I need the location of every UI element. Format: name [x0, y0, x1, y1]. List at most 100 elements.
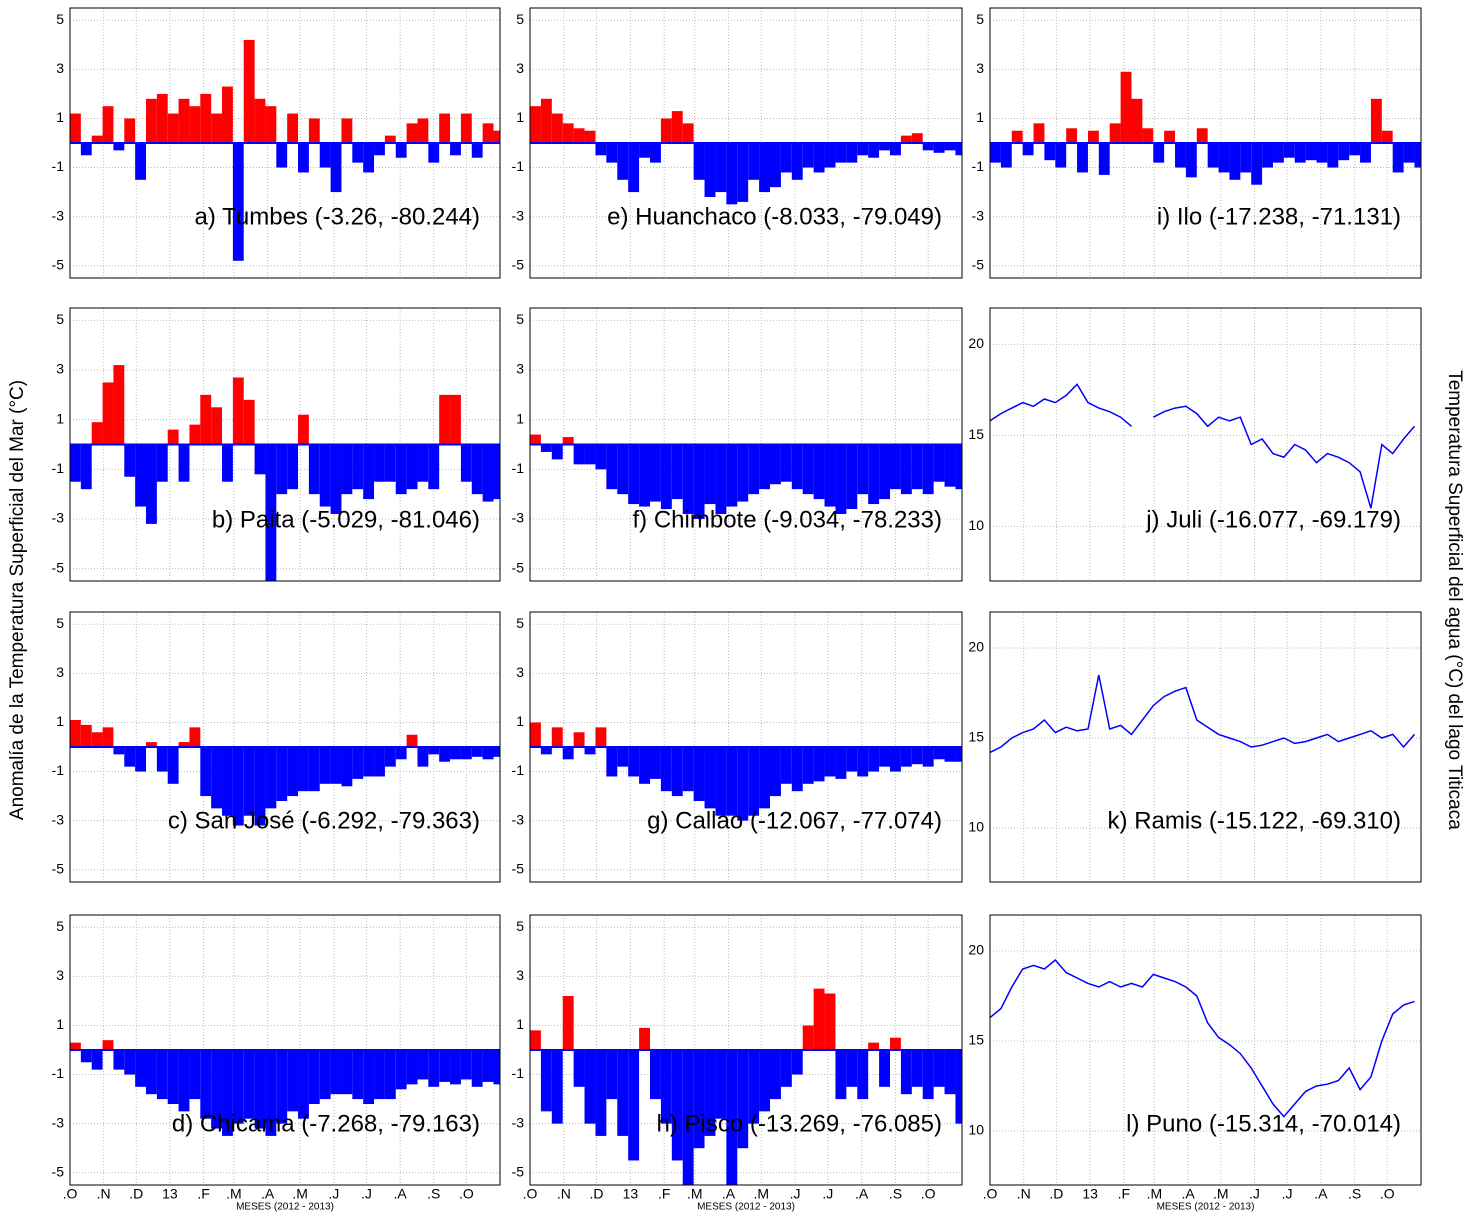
bar	[1077, 143, 1088, 173]
y-tick-label: -3	[52, 811, 65, 827]
bar	[890, 747, 901, 772]
annotation: l) Puno (-15.314, -70.014)	[1126, 1110, 1401, 1137]
y-tick-label: -3	[52, 510, 65, 526]
bar	[243, 399, 255, 445]
y-tick-label: -1	[512, 460, 525, 476]
bar	[428, 1050, 440, 1087]
bar	[232, 747, 244, 826]
bar	[102, 1040, 114, 1050]
bar	[1327, 143, 1339, 168]
bar	[211, 747, 223, 809]
bar	[406, 734, 418, 747]
bar	[265, 106, 277, 143]
x-tick-label: .F	[658, 1186, 670, 1202]
annotation: g) Callao (-12.067, -77.074)	[647, 807, 942, 834]
bar	[417, 1050, 429, 1080]
bar	[857, 1050, 869, 1100]
bar	[628, 1050, 640, 1161]
bar	[704, 444, 716, 505]
bar	[639, 1027, 650, 1050]
bar	[1120, 71, 1132, 143]
bar	[70, 720, 81, 747]
bar	[759, 1050, 770, 1112]
bar	[1240, 143, 1252, 173]
bar	[471, 747, 483, 757]
bar	[1370, 98, 1382, 143]
bar	[319, 1050, 331, 1100]
bar	[671, 111, 683, 143]
bar	[70, 1042, 81, 1050]
y-tick-label: -5	[52, 860, 65, 876]
y-tick-label: -1	[52, 762, 65, 778]
bar	[167, 113, 179, 143]
bar	[406, 444, 418, 490]
bar	[1066, 128, 1078, 143]
bar	[232, 377, 244, 445]
bar	[770, 747, 781, 797]
bar	[460, 1050, 472, 1080]
y-tick-label: 5	[976, 11, 984, 27]
bar	[417, 747, 429, 767]
x-tick-label: .M	[753, 1186, 769, 1202]
bar	[1142, 128, 1154, 143]
y-tick-label: 3	[976, 60, 984, 76]
bar	[1175, 143, 1186, 168]
bar	[584, 130, 596, 143]
x-tick-label: .M	[226, 1186, 242, 1202]
y-tick-label: 5	[56, 918, 64, 934]
bar	[1022, 143, 1034, 156]
y-tick-label: 5	[56, 615, 64, 631]
bar	[406, 123, 418, 143]
bar	[330, 444, 342, 514]
bar	[1207, 143, 1219, 168]
bar	[824, 993, 836, 1050]
bar	[178, 444, 190, 482]
bar	[990, 143, 1001, 163]
bar	[428, 747, 440, 755]
bar	[493, 444, 500, 500]
x-axis-label: MESES (2012 - 2013)	[1157, 1202, 1255, 1213]
bar	[922, 1050, 934, 1100]
bar	[639, 747, 650, 784]
bar	[406, 1050, 418, 1085]
bar	[748, 143, 760, 180]
panel: -5 -3 -1 1 3 5 g) Callao (-12.067, -77.074)	[512, 611, 963, 883]
bar	[650, 143, 661, 163]
line	[989, 958, 1415, 1118]
bar	[276, 747, 288, 801]
y-tick-label: -3	[512, 510, 525, 526]
bar	[471, 444, 483, 495]
bar	[352, 444, 364, 490]
y-tick-label: -1	[972, 158, 985, 174]
bar	[265, 747, 277, 809]
bar	[439, 113, 451, 143]
bar	[726, 143, 738, 205]
bar	[482, 123, 494, 143]
bar	[628, 444, 640, 505]
bar	[562, 123, 574, 143]
bar	[167, 429, 179, 445]
bar	[80, 1050, 92, 1063]
bar	[726, 747, 738, 816]
annotation: f) Chimbote (-9.034, -78.233)	[633, 506, 942, 533]
x-tick-label: .S	[889, 1186, 902, 1202]
x-tick-label: .N	[1017, 1186, 1031, 1202]
y-tick-label: -5	[512, 1163, 525, 1179]
bar	[1011, 130, 1023, 143]
bar	[933, 747, 945, 760]
y-tick-label: -3	[972, 207, 985, 223]
bar	[857, 444, 869, 495]
bar	[200, 1050, 212, 1119]
bar	[102, 382, 114, 445]
bar	[135, 747, 147, 772]
bar	[330, 747, 342, 784]
bar	[1153, 143, 1165, 163]
bar	[748, 747, 760, 816]
bar	[91, 732, 103, 747]
bar	[737, 747, 749, 821]
bar	[450, 394, 461, 445]
x-tick-label: .A	[261, 1186, 275, 1202]
bar	[813, 444, 825, 500]
bar	[900, 1050, 912, 1095]
y-tick-label: 3	[516, 60, 524, 76]
